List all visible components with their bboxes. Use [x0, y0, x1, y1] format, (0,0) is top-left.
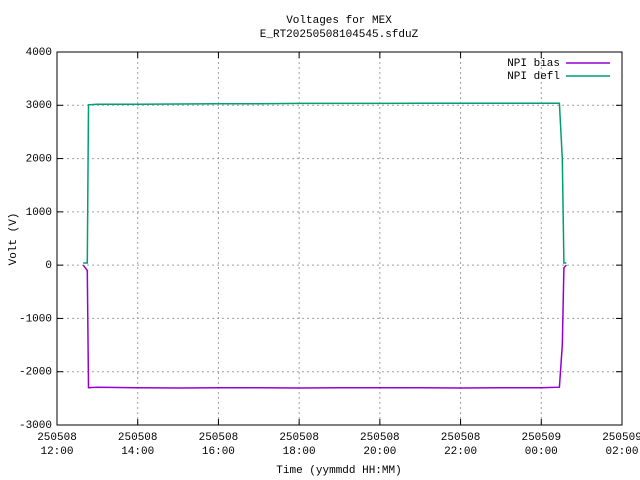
x-tick-label: 14:00	[121, 446, 154, 458]
x-tick-label: 250508	[118, 432, 158, 444]
x-tick-label: 12:00	[40, 446, 73, 458]
y-tick-label: 0	[45, 260, 52, 272]
legend-label: NPI defl	[507, 71, 560, 83]
y-tick-label: -2000	[19, 367, 52, 379]
data-line	[82, 264, 567, 389]
y-tick-label: -3000	[19, 420, 52, 432]
x-axis-label: Time (yymmdd HH:MM)	[276, 465, 401, 477]
y-axis-label: Volt (V)	[8, 213, 20, 266]
x-tick-label: 250508	[279, 432, 319, 444]
x-tick-label: 16:00	[202, 446, 235, 458]
y-tick-label: 3000	[26, 100, 52, 112]
x-tick-label: 250508	[360, 432, 400, 444]
x-tick-label: 250509	[521, 432, 561, 444]
x-tick-label: 02:00	[605, 446, 638, 458]
x-tick-label: 22:00	[444, 446, 477, 458]
x-tick-label: 18:00	[283, 446, 316, 458]
data-line	[83, 102, 567, 264]
x-tick-label: 250509	[602, 432, 640, 444]
plot-border	[56, 51, 623, 426]
x-tick-label: 250508	[37, 432, 77, 444]
y-tick-label: 2000	[26, 153, 52, 165]
y-tick-label: 1000	[26, 207, 52, 219]
x-tick-label: 250508	[199, 432, 239, 444]
y-tick-label: -1000	[19, 313, 52, 325]
x-tick-label: 20:00	[363, 446, 396, 458]
legend-label: NPI bias	[507, 58, 560, 70]
y-tick-label: 4000	[26, 47, 52, 59]
x-tick-label: 250508	[441, 432, 481, 444]
chart-subtitle: E_RT20250508104545.sfduZ	[260, 29, 419, 41]
x-tick-label: 00:00	[525, 446, 558, 458]
chart-title: Voltages for MEX	[286, 15, 392, 27]
